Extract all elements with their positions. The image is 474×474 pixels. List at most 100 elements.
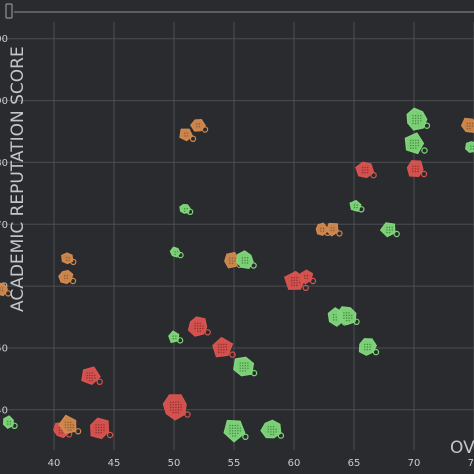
data-point-texture bbox=[335, 316, 337, 318]
data-point-texture bbox=[239, 362, 241, 364]
data-point-texture bbox=[194, 325, 196, 327]
data-point-texture bbox=[98, 424, 100, 426]
data-point-texture bbox=[172, 406, 174, 409]
data-point-texture bbox=[229, 427, 231, 429]
data-point-texture bbox=[175, 338, 177, 340]
data-point-texture bbox=[345, 312, 348, 314]
data-point-texture bbox=[364, 166, 366, 169]
data-point-texture bbox=[170, 406, 172, 409]
data-point-texture bbox=[270, 431, 272, 433]
data-point-texture bbox=[202, 325, 204, 327]
data-point-texture bbox=[199, 325, 201, 327]
data-point-texture bbox=[414, 165, 417, 167]
data-point-shape bbox=[406, 107, 428, 131]
data-point-texture bbox=[242, 362, 244, 364]
data-point-texture bbox=[229, 424, 231, 427]
data-point-texture bbox=[369, 346, 371, 348]
data-point-texture bbox=[172, 335, 174, 337]
data-point-texture bbox=[183, 210, 186, 212]
data-point-texture bbox=[175, 335, 177, 337]
x-tick-label: 60 bbox=[288, 458, 301, 469]
data-point-shape bbox=[233, 356, 255, 377]
data-point-texture bbox=[98, 432, 100, 434]
data-point-texture bbox=[369, 348, 371, 351]
data-point-texture bbox=[414, 120, 417, 122]
data-point-marker bbox=[370, 171, 377, 179]
data-point-shape bbox=[379, 222, 396, 238]
y-axis-title: ACADEMIC REPUTATION SCORE bbox=[8, 46, 28, 312]
data-point-texture bbox=[86, 377, 88, 379]
data-point bbox=[336, 306, 360, 326]
data-point bbox=[464, 141, 474, 153]
data-point-texture bbox=[177, 404, 180, 406]
data-point-texture bbox=[291, 284, 293, 287]
data-point-texture bbox=[175, 401, 177, 403]
data-point-texture bbox=[231, 430, 234, 432]
data-point-texture bbox=[217, 349, 220, 351]
data-point-texture bbox=[177, 411, 180, 414]
data-point-texture bbox=[306, 277, 309, 279]
data-point-texture bbox=[229, 257, 231, 259]
data-point-texture bbox=[417, 168, 419, 170]
data-point-texture bbox=[241, 259, 244, 262]
data-point-texture bbox=[64, 421, 67, 424]
data-point-texture bbox=[239, 367, 241, 369]
data-point-texture bbox=[186, 208, 188, 210]
data-point-texture bbox=[361, 169, 364, 171]
toolbar-handle[interactable] bbox=[5, 3, 13, 19]
data-point-texture bbox=[391, 226, 393, 229]
data-point-marker bbox=[242, 433, 249, 440]
data-point-marker bbox=[201, 126, 209, 133]
data-point-texture bbox=[172, 411, 174, 414]
data-point-texture bbox=[223, 351, 225, 353]
data-point-texture bbox=[471, 125, 474, 127]
data-point-shape bbox=[224, 251, 240, 269]
x-tick-labels: 40 45 50 55 60 65 70 75 bbox=[48, 458, 474, 469]
data-point-texture bbox=[244, 257, 246, 259]
data-point-texture bbox=[174, 253, 176, 256]
data-point-texture bbox=[414, 117, 417, 120]
data-point-marker bbox=[4, 290, 12, 297]
data-point-texture bbox=[220, 346, 222, 348]
data-point-texture bbox=[86, 372, 88, 374]
data-point-texture bbox=[239, 430, 242, 432]
data-point-texture bbox=[89, 372, 91, 374]
x-tick-label: 70 bbox=[408, 458, 421, 469]
data-point-texture bbox=[7, 420, 9, 423]
data-point-texture bbox=[332, 319, 335, 321]
data-point-texture bbox=[471, 122, 474, 125]
data-point-texture bbox=[366, 348, 369, 351]
data-point-texture bbox=[345, 317, 348, 319]
data-point-texture bbox=[241, 262, 244, 264]
data-point-texture bbox=[174, 251, 176, 253]
data-point bbox=[298, 269, 317, 285]
data-point-texture bbox=[320, 227, 322, 230]
data-point-texture bbox=[470, 145, 472, 147]
data-point bbox=[90, 417, 114, 440]
data-point bbox=[358, 338, 380, 356]
data-point-texture bbox=[177, 409, 180, 411]
data-point-texture bbox=[86, 374, 88, 377]
data-point-texture bbox=[291, 279, 293, 281]
x-tick-label: 40 bbox=[48, 458, 61, 469]
data-point bbox=[460, 117, 474, 133]
data-point-texture bbox=[246, 259, 249, 262]
data-point-texture bbox=[304, 277, 306, 279]
data-point-texture bbox=[296, 282, 298, 284]
y-tick-label: 100 bbox=[0, 34, 8, 45]
data-point-texture bbox=[239, 427, 242, 429]
data-point-texture bbox=[9, 420, 11, 423]
data-point bbox=[179, 128, 197, 142]
data-point-marker bbox=[420, 170, 428, 178]
data-point-texture bbox=[68, 256, 70, 259]
data-point-texture bbox=[361, 172, 364, 174]
data-point bbox=[355, 161, 377, 179]
data-point-shape bbox=[349, 199, 362, 213]
x-axis-title: OV bbox=[450, 438, 474, 458]
data-point-texture bbox=[98, 426, 100, 429]
data-point-texture bbox=[244, 365, 246, 367]
data-point-texture bbox=[412, 165, 414, 167]
data-point-marker bbox=[353, 318, 360, 325]
data-point-texture bbox=[177, 406, 180, 409]
data-point-texture bbox=[244, 362, 246, 364]
